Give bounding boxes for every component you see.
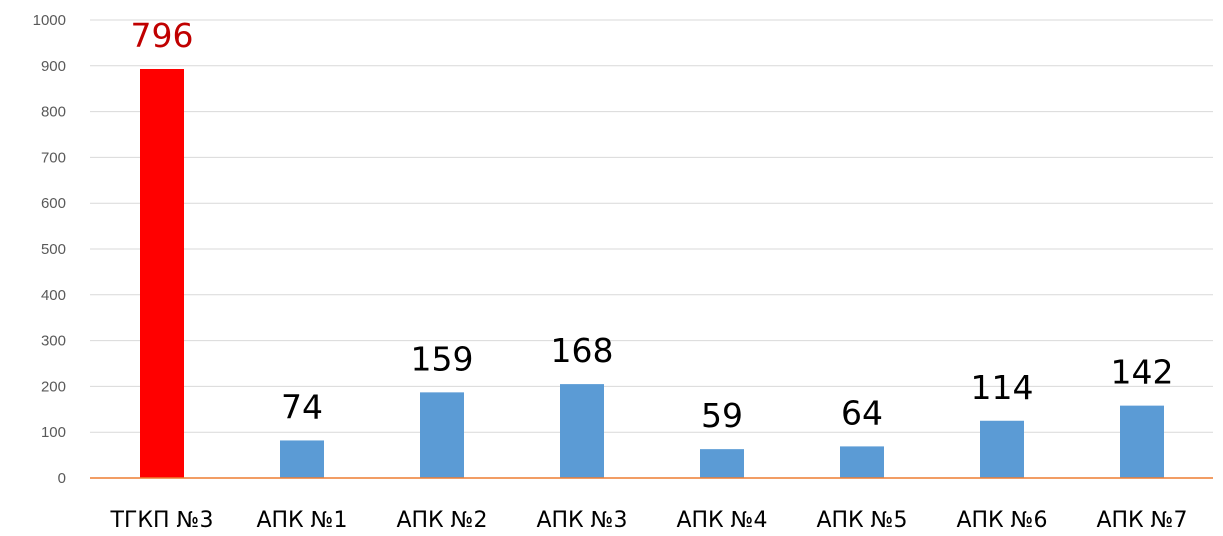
- bars: [140, 69, 1164, 479]
- bar: [980, 420, 1024, 478]
- y-tick-label: 800: [41, 104, 66, 121]
- y-tick-label: 200: [41, 378, 66, 395]
- x-category-label: АПК №2: [396, 508, 487, 533]
- x-category-label: АПК №3: [536, 508, 627, 533]
- y-tick-label: 700: [41, 149, 66, 166]
- x-category-label: АПК №6: [956, 508, 1047, 533]
- bar: [560, 384, 604, 478]
- bar: [1120, 405, 1164, 478]
- gridlines: [90, 19, 1213, 433]
- data-label: 159: [411, 339, 474, 378]
- x-category-label: АПК №7: [1096, 508, 1187, 533]
- x-category-label: АПК №4: [676, 508, 767, 533]
- data-labels: 796 74 159 168 59 64 114 142: [131, 16, 1174, 435]
- x-axis-categories: ТГКП №3 АПК №1 АПК №2 АПК №3 АПК №4 АПК №5 АПК…: [110, 508, 1188, 533]
- bar: [280, 440, 324, 478]
- x-category-label: АПК №5: [816, 508, 907, 533]
- x-category-label: ТГКП №3: [110, 508, 214, 533]
- bar: [420, 392, 464, 478]
- y-tick-label: 900: [41, 58, 66, 75]
- y-tick-label: 500: [41, 241, 66, 258]
- x-category-label: АПК №1: [256, 508, 347, 533]
- data-label: 74: [281, 387, 323, 426]
- data-label: 64: [841, 393, 883, 432]
- bar: [840, 446, 884, 478]
- y-tick-label: 300: [41, 333, 66, 350]
- y-tick-label: 1000: [33, 12, 66, 29]
- data-label: 796: [131, 16, 194, 55]
- data-label: 142: [1111, 353, 1174, 392]
- y-tick-label: 600: [41, 195, 66, 212]
- data-label: 168: [551, 331, 614, 370]
- bar: [700, 449, 744, 478]
- data-label: 59: [701, 396, 743, 435]
- y-tick-label: 400: [41, 287, 66, 304]
- bar: [140, 69, 184, 479]
- y-axis-ticks: 0 100 200 300 400 500 600 700 800 900 1000: [33, 12, 66, 487]
- y-tick-label: 0: [58, 470, 66, 487]
- y-tick-label: 100: [41, 424, 66, 441]
- data-label: 114: [971, 368, 1034, 407]
